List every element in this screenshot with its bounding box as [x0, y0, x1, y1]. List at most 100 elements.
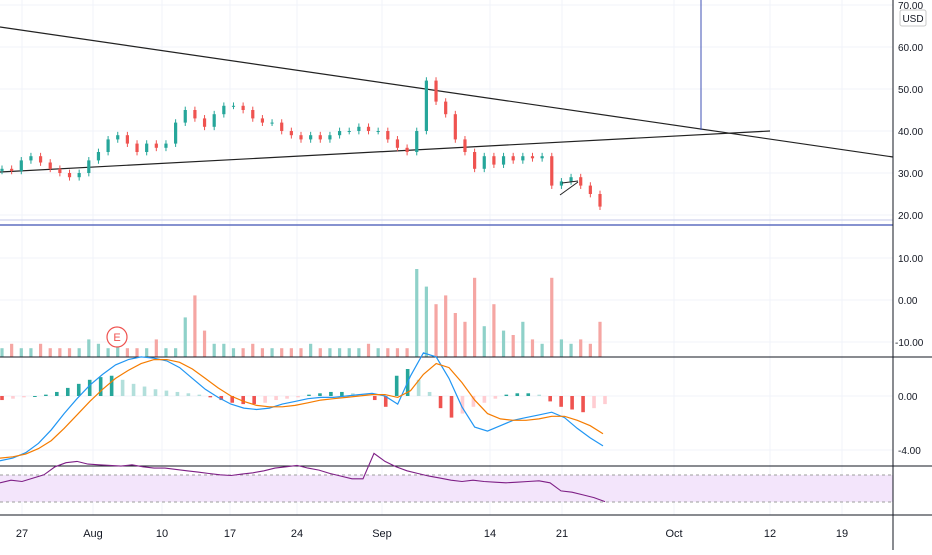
macd-hist-bar: [164, 390, 169, 396]
candle-body: [145, 143, 149, 152]
macd-hist-bar: [559, 396, 563, 407]
volume-bar: [77, 348, 81, 357]
macd-hist-bar: [87, 379, 92, 396]
candle-body: [309, 135, 313, 140]
earnings-marker-label: E: [113, 332, 120, 344]
volume-bar: [347, 348, 351, 357]
price-tick-label: 20.00: [898, 211, 923, 222]
volume-bar: [309, 343, 313, 357]
volume-bar: [521, 321, 525, 357]
currency-badge[interactable]: USD: [899, 9, 927, 27]
macd-hist-bar: [285, 396, 289, 399]
volume-bar: [251, 343, 255, 357]
macd-hist-bar: [471, 396, 476, 407]
candle-body: [212, 114, 216, 127]
macd-hist-bar: [76, 383, 81, 396]
macd-hist-bar: [504, 394, 509, 396]
price-tick-label: 30.00: [898, 169, 923, 180]
macd-hist-bar: [307, 394, 311, 396]
macd-hist-bar: [427, 391, 432, 396]
volume-bar: [386, 348, 390, 357]
earnings-marker[interactable]: E: [106, 326, 128, 348]
macd-hist-bar: [592, 396, 596, 409]
candle-body: [579, 177, 583, 186]
macd-histogram: [0, 369, 607, 418]
macd-hist-bar: [581, 396, 585, 413]
volume-bar: [222, 343, 226, 357]
macd-hist-bar: [11, 396, 15, 399]
volume-bar: [405, 348, 409, 357]
candle-body: [569, 177, 573, 182]
volume-pane[interactable]: E: [0, 269, 602, 357]
volume-bar: [87, 339, 91, 357]
time-tick-label: Aug: [83, 528, 103, 540]
arrow-annotation[interactable]: [559, 180, 579, 196]
volume-bar: [38, 343, 43, 357]
candle-body: [598, 194, 602, 207]
signal-line: [0, 359, 604, 459]
volume-bar: [19, 348, 23, 357]
macd-hist-bar: [526, 393, 531, 396]
lower-trendline[interactable]: [0, 130, 771, 173]
macd-hist-bar: [603, 396, 607, 405]
volume-bar: [444, 295, 448, 357]
time-axis[interactable]: 27 Aug 10 17 24 Sep 14 21 Oct 12 19: [16, 528, 848, 540]
candle-body: [67, 173, 72, 178]
macd-line: [0, 352, 604, 462]
volume-bar: [231, 348, 236, 357]
candle-body: [550, 156, 554, 186]
macd-axis[interactable]: 0.00 -4.00: [898, 392, 921, 457]
candle-body: [492, 156, 496, 165]
price-axis[interactable]: 70.00 60.00 50.00 40.00 30.00 20.00: [898, 1, 923, 222]
macd-hist-bar: [230, 396, 235, 403]
macd-tick-label: 0.00: [898, 392, 918, 403]
candle-body: [434, 80, 438, 102]
volume-bar: [174, 348, 178, 357]
volume-bar: [164, 348, 168, 357]
volume-bar: [260, 348, 265, 357]
macd-hist-bar: [65, 387, 70, 396]
candle-body: [337, 131, 342, 136]
candle-body: [376, 131, 380, 132]
time-tick-label: Oct: [665, 528, 682, 540]
candle-body: [386, 131, 390, 140]
candle-body: [444, 101, 448, 115]
candle-body: [501, 156, 506, 165]
macd-hist-bar: [22, 396, 26, 398]
macd-hist-bar: [252, 396, 256, 405]
volume-bar: [473, 277, 477, 357]
macd-pane[interactable]: [0, 352, 607, 462]
candle-body: [222, 105, 226, 115]
candle-body: [328, 135, 332, 140]
volume-axis[interactable]: 10.00 0.00 -10.00: [895, 254, 924, 349]
macd-hist-bar: [33, 396, 37, 397]
time-tick-label: 12: [764, 528, 776, 540]
rsi-pane[interactable]: [0, 452, 893, 503]
volume-bar: [202, 330, 207, 357]
macd-hist-bar: [153, 389, 158, 396]
upper-trendline[interactable]: [0, 26, 894, 158]
candle-body: [270, 122, 274, 124]
volume-bar: [492, 304, 496, 357]
candle-body: [29, 156, 33, 161]
candle-body: [154, 143, 158, 148]
macd-hist-bar: [0, 396, 4, 401]
price-pane[interactable]: [0, 0, 894, 226]
candle-body: [10, 168, 14, 171]
volume-bar: [58, 348, 62, 357]
candle-body: [48, 162, 52, 169]
candle-body: [453, 114, 457, 140]
volume-tick-label: 10.00: [898, 254, 923, 265]
candle-body: [19, 160, 23, 171]
volume-tick-label: -10.00: [895, 338, 924, 349]
volume-bar: [96, 343, 101, 357]
volume-bar: [270, 348, 274, 357]
macd-hist-bar: [394, 375, 399, 396]
candle-body: [193, 110, 197, 119]
macd-hist-bar: [493, 396, 498, 399]
volume-bar: [116, 343, 120, 357]
volume-bar: [366, 343, 371, 357]
candle-body: [87, 160, 91, 173]
macd-hist-bar: [98, 377, 103, 396]
